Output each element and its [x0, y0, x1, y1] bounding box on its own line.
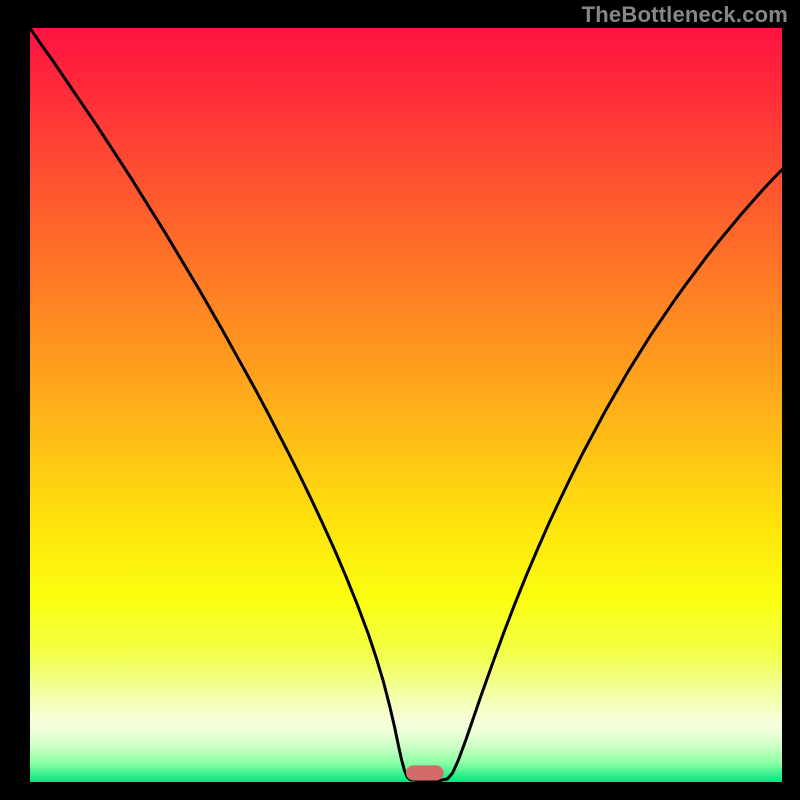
plot-area: [30, 28, 782, 782]
chart-background: [30, 28, 782, 782]
chart-container: TheBottleneck.com: [0, 0, 800, 800]
watermark-text: TheBottleneck.com: [582, 2, 788, 28]
bottleneck-chart: [30, 28, 782, 782]
optimal-marker: [406, 765, 444, 780]
